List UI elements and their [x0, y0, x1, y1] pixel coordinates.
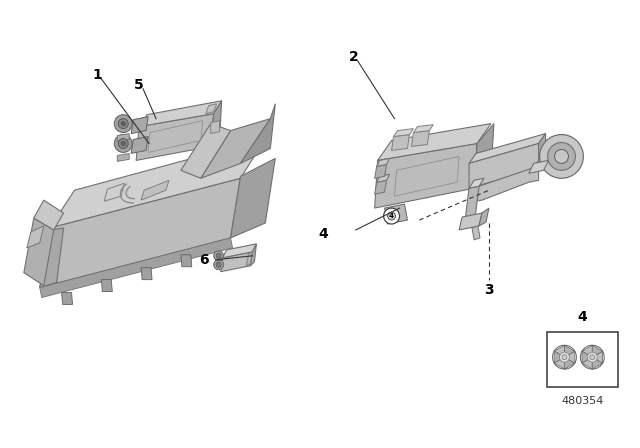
- Polygon shape: [374, 164, 387, 178]
- Polygon shape: [377, 159, 390, 166]
- Polygon shape: [378, 124, 491, 160]
- Polygon shape: [469, 168, 539, 202]
- Polygon shape: [469, 178, 484, 188]
- Polygon shape: [459, 213, 482, 230]
- Polygon shape: [181, 124, 230, 178]
- Polygon shape: [201, 119, 270, 178]
- Circle shape: [118, 119, 128, 129]
- Polygon shape: [474, 124, 494, 188]
- Polygon shape: [40, 228, 63, 288]
- Polygon shape: [469, 134, 545, 164]
- Polygon shape: [241, 104, 275, 164]
- Polygon shape: [469, 143, 539, 188]
- Polygon shape: [472, 226, 480, 240]
- Polygon shape: [534, 156, 548, 168]
- Polygon shape: [181, 255, 192, 267]
- Circle shape: [559, 352, 570, 362]
- Polygon shape: [250, 244, 257, 266]
- Polygon shape: [582, 357, 592, 369]
- Circle shape: [121, 122, 125, 125]
- Polygon shape: [554, 357, 564, 369]
- Polygon shape: [377, 174, 390, 182]
- Polygon shape: [131, 137, 148, 154]
- Polygon shape: [40, 178, 241, 288]
- Polygon shape: [136, 114, 214, 160]
- Circle shape: [548, 142, 575, 170]
- Polygon shape: [592, 345, 603, 357]
- Text: 4: 4: [389, 213, 394, 219]
- Polygon shape: [223, 244, 257, 258]
- Circle shape: [216, 253, 221, 258]
- Polygon shape: [61, 293, 72, 305]
- Circle shape: [214, 260, 223, 270]
- Text: 6: 6: [199, 253, 209, 267]
- Polygon shape: [50, 138, 266, 228]
- Circle shape: [562, 355, 567, 360]
- Text: 1: 1: [93, 68, 102, 82]
- Polygon shape: [205, 104, 217, 114]
- Text: 4: 4: [318, 227, 328, 241]
- Polygon shape: [101, 280, 112, 292]
- Polygon shape: [374, 180, 387, 194]
- Polygon shape: [221, 252, 252, 271]
- Circle shape: [590, 355, 595, 360]
- Text: 480354: 480354: [561, 396, 604, 406]
- Circle shape: [554, 150, 568, 164]
- Polygon shape: [139, 101, 221, 127]
- Polygon shape: [246, 252, 252, 266]
- Polygon shape: [141, 268, 152, 280]
- Polygon shape: [464, 186, 479, 228]
- Circle shape: [121, 142, 125, 146]
- Polygon shape: [564, 345, 575, 357]
- Polygon shape: [564, 357, 575, 369]
- Text: 2: 2: [349, 50, 358, 64]
- Polygon shape: [211, 121, 220, 134]
- Polygon shape: [117, 154, 129, 161]
- Circle shape: [214, 251, 223, 261]
- Polygon shape: [374, 143, 477, 208]
- Circle shape: [588, 352, 597, 362]
- Circle shape: [115, 134, 132, 152]
- Polygon shape: [141, 180, 169, 200]
- Polygon shape: [385, 204, 408, 224]
- Text: 5: 5: [134, 78, 144, 92]
- Circle shape: [216, 262, 221, 267]
- Circle shape: [388, 212, 396, 220]
- Polygon shape: [394, 129, 413, 137]
- Circle shape: [115, 115, 132, 133]
- Polygon shape: [554, 351, 564, 363]
- Text: 4: 4: [577, 310, 588, 324]
- Polygon shape: [117, 134, 129, 142]
- Polygon shape: [554, 345, 564, 357]
- Circle shape: [118, 138, 128, 148]
- Polygon shape: [529, 160, 548, 173]
- Polygon shape: [34, 200, 63, 230]
- Polygon shape: [564, 351, 575, 363]
- Polygon shape: [413, 125, 433, 133]
- Polygon shape: [392, 134, 410, 151]
- Text: 3: 3: [484, 283, 493, 297]
- Polygon shape: [40, 238, 232, 297]
- Polygon shape: [582, 345, 592, 357]
- Polygon shape: [27, 226, 44, 248]
- Polygon shape: [131, 116, 148, 134]
- Polygon shape: [582, 351, 592, 363]
- Polygon shape: [211, 101, 221, 146]
- Polygon shape: [592, 351, 603, 363]
- Polygon shape: [539, 134, 545, 168]
- Polygon shape: [230, 159, 275, 238]
- Polygon shape: [24, 218, 54, 286]
- Polygon shape: [412, 130, 429, 146]
- FancyBboxPatch shape: [547, 332, 618, 387]
- Circle shape: [540, 134, 583, 178]
- Polygon shape: [592, 357, 603, 369]
- Circle shape: [383, 208, 399, 224]
- Polygon shape: [479, 208, 489, 226]
